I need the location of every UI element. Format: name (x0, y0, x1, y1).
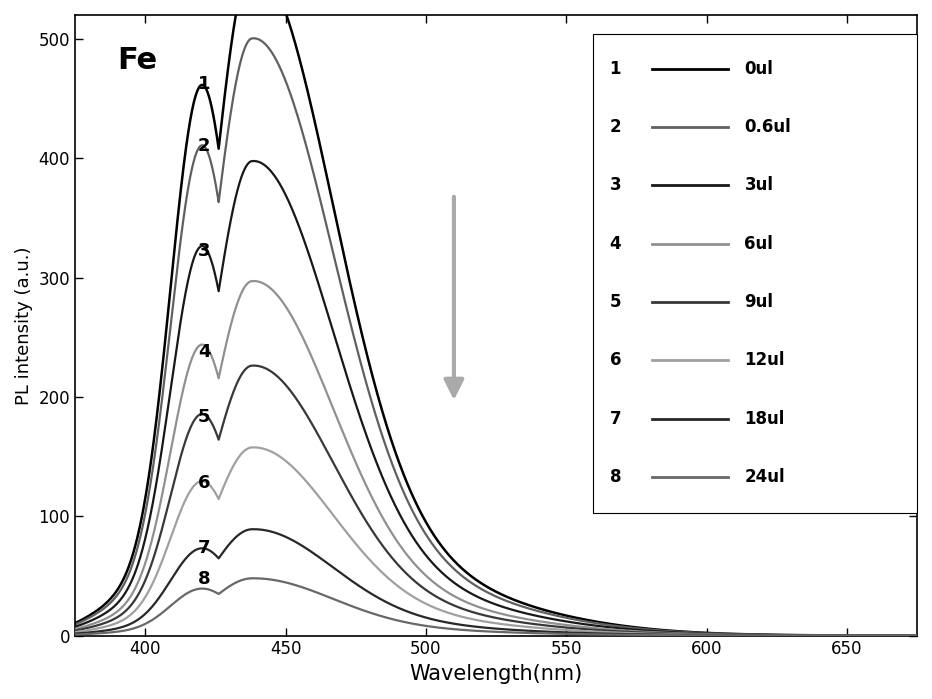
Text: 5: 5 (610, 293, 622, 311)
Text: 6: 6 (610, 352, 622, 369)
Text: 2: 2 (610, 118, 622, 136)
Text: 6: 6 (198, 474, 211, 492)
X-axis label: Wavelength(nm): Wavelength(nm) (409, 664, 582, 684)
Text: 3ul: 3ul (745, 176, 774, 194)
Text: 7: 7 (198, 540, 211, 558)
Text: 3: 3 (610, 176, 622, 194)
Text: 12ul: 12ul (745, 352, 785, 369)
Text: 4: 4 (610, 235, 622, 252)
Bar (593, 34, 917, 512)
Text: 1: 1 (198, 75, 211, 93)
Text: 6ul: 6ul (745, 235, 774, 252)
Text: 0.6ul: 0.6ul (745, 118, 791, 136)
Text: 2: 2 (198, 137, 211, 155)
Text: 18ul: 18ul (745, 410, 785, 428)
Text: 8: 8 (198, 570, 211, 589)
Text: 1: 1 (610, 59, 622, 78)
Y-axis label: PL intensity (a.u.): PL intensity (a.u.) (15, 246, 33, 405)
Text: Fe: Fe (117, 46, 158, 75)
Text: 0ul: 0ul (745, 59, 774, 78)
Text: 3: 3 (198, 243, 211, 260)
Text: 9ul: 9ul (745, 293, 774, 311)
Text: 24ul: 24ul (745, 468, 785, 486)
Text: 7: 7 (610, 410, 622, 428)
Text: 8: 8 (610, 468, 622, 486)
Text: 4: 4 (198, 343, 211, 361)
Text: 5: 5 (198, 408, 211, 426)
